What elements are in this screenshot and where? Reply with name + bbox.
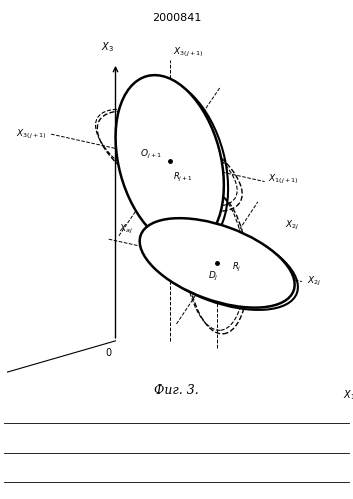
Text: $X_{2j}$: $X_{2j}$ [285,219,299,232]
Text: $X_{3(j+1)}$: $X_{3(j+1)}$ [173,46,204,59]
Text: $X_3$: $X_3$ [101,41,113,54]
Text: $X_{aj}$: $X_{aj}$ [119,223,133,236]
Text: $O_{j+1}$: $O_{j+1}$ [140,148,162,161]
Text: $X_{3(j+1)}$: $X_{3(j+1)}$ [16,128,46,141]
Text: $X_{1(j+1)}$: $X_{1(j+1)}$ [268,173,299,187]
Text: Фиг. 3.: Фиг. 3. [154,384,199,397]
Ellipse shape [140,218,295,308]
Text: $R_j$: $R_j$ [232,261,242,274]
Text: $R_{j+1}$: $R_{j+1}$ [173,171,193,185]
Text: $X_{2j}$: $X_{2j}$ [307,275,321,288]
Text: 0: 0 [106,348,112,358]
Text: $D_j$: $D_j$ [208,269,219,282]
Text: $X_1$: $X_1$ [342,388,353,402]
Text: 2000841: 2000841 [152,13,201,23]
Ellipse shape [115,75,224,248]
